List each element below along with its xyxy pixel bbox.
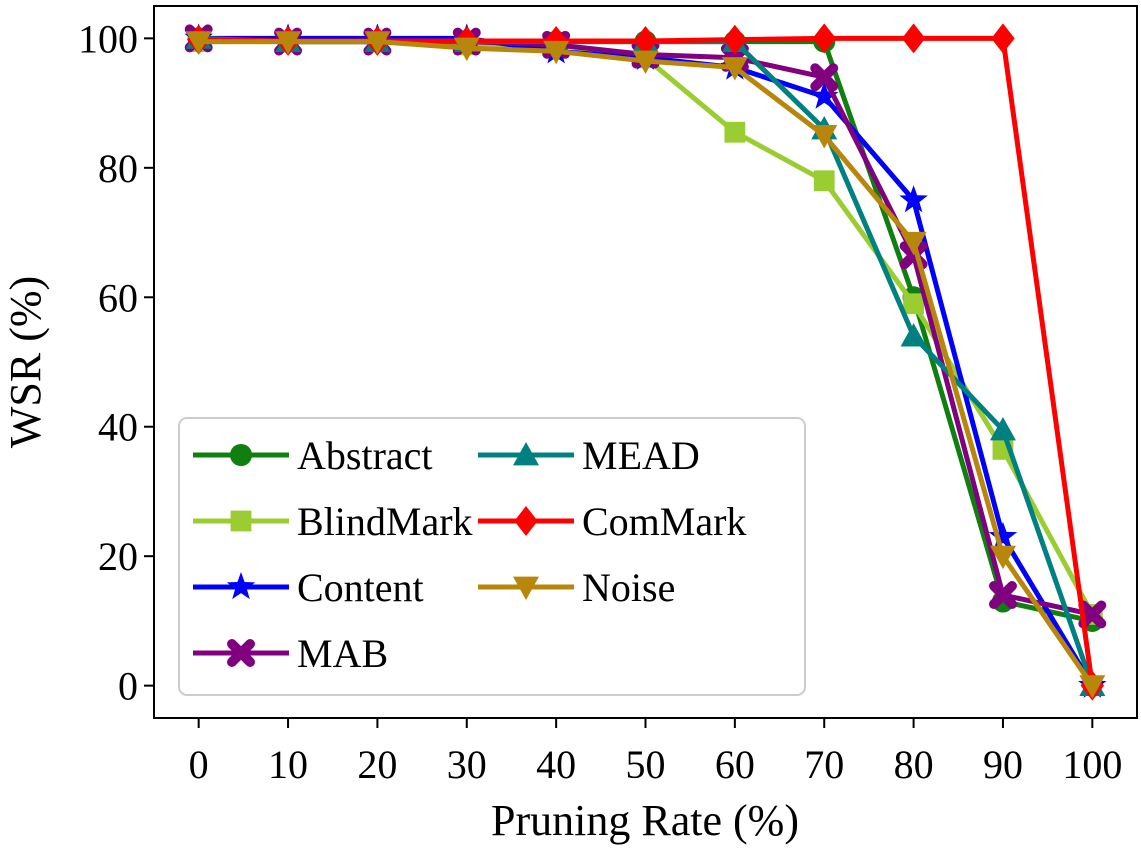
legend-item-noise: Noise [478, 565, 675, 610]
point-noise [900, 231, 927, 256]
legend-label: MEAD [582, 433, 700, 478]
x-tick-label: 0 [189, 742, 209, 787]
point-mab [1078, 600, 1107, 629]
point-blindmark [903, 293, 924, 315]
point-content [899, 185, 928, 213]
x-tick-label: 40 [536, 742, 576, 787]
point-noise [721, 57, 748, 81]
legend-item-blindmark: BlindMark [193, 499, 473, 544]
point-noise [811, 125, 838, 149]
y-tick-label: 60 [98, 275, 138, 320]
point-content [810, 81, 839, 109]
point-mead [900, 323, 927, 347]
legend-items: Abstract BlindMark Content MAB MEAD ComMark No… [193, 433, 746, 676]
point-mab [988, 581, 1017, 609]
legend-label: Content [297, 565, 424, 610]
x-tick-label: 60 [715, 742, 755, 787]
legend: Abstract BlindMark Content MAB MEAD ComMark No… [178, 417, 806, 696]
legend-item-commark: ComMark [478, 499, 746, 544]
point-noise [453, 37, 480, 62]
legend-label: MAB [297, 631, 388, 676]
legend-item-content: Content [193, 565, 424, 610]
x-tick-label: 20 [357, 742, 397, 787]
legend-label: Noise [582, 565, 675, 610]
point-noise [275, 31, 302, 55]
legend-label: Abstract [297, 433, 433, 478]
series-layer [184, 23, 1107, 701]
legend-item-abstract: Abstract [193, 433, 433, 478]
legend-marker-abstract [229, 443, 253, 467]
point-content [988, 521, 1018, 549]
legend-marker-commark [514, 506, 538, 536]
point-blindmark [813, 170, 835, 192]
point-noise [632, 50, 659, 75]
y-tick-label: 80 [98, 146, 138, 191]
point-mead [989, 416, 1016, 441]
legend-label: ComMark [582, 499, 746, 544]
x-tick-label: 10 [268, 742, 308, 787]
point-commark [723, 24, 747, 55]
x-tick-label: 50 [626, 742, 666, 787]
point-noise [1079, 675, 1106, 699]
series-noise [185, 31, 1106, 699]
point-commark [901, 23, 926, 54]
point-commark [812, 23, 836, 54]
point-commark [991, 23, 1015, 54]
x-tick-label: 70 [804, 742, 844, 787]
x-axis-label: Pruning Rate (%) [491, 796, 799, 845]
x-tick-label: 30 [447, 742, 487, 787]
legend-item-mab: MAB [193, 631, 388, 676]
y-tick-label: 20 [98, 534, 138, 579]
y-tick-label: 40 [98, 405, 138, 450]
ticks-layer: 0 10 20 30 40 50 60 70 80 90 100 0 20 40 60 80 100 [78, 16, 1122, 787]
legend-frame [178, 417, 806, 696]
legend-marker-mab [227, 639, 255, 667]
point-commark [633, 26, 658, 56]
point-noise [185, 31, 212, 55]
x-tick-label: 100 [1062, 742, 1122, 787]
y-axis-label: WSR (%) [1, 276, 50, 448]
point-noise [543, 40, 570, 65]
legend-marker-blindmark [230, 510, 252, 532]
point-blindmark [724, 121, 746, 143]
legend-marker-content [226, 572, 256, 600]
x-tick-label: 90 [983, 742, 1023, 787]
x-tick-label: 80 [894, 742, 934, 787]
legend-label: BlindMark [297, 499, 473, 544]
y-tick-label: 0 [118, 664, 138, 709]
point-mab [810, 63, 839, 92]
legend-marker-noise [513, 576, 539, 600]
point-noise [364, 31, 391, 55]
legend-marker-mead [513, 442, 539, 466]
legend-item-mead: MEAD [478, 433, 700, 478]
y-tick-label: 100 [78, 16, 138, 61]
point-noise [989, 545, 1016, 570]
